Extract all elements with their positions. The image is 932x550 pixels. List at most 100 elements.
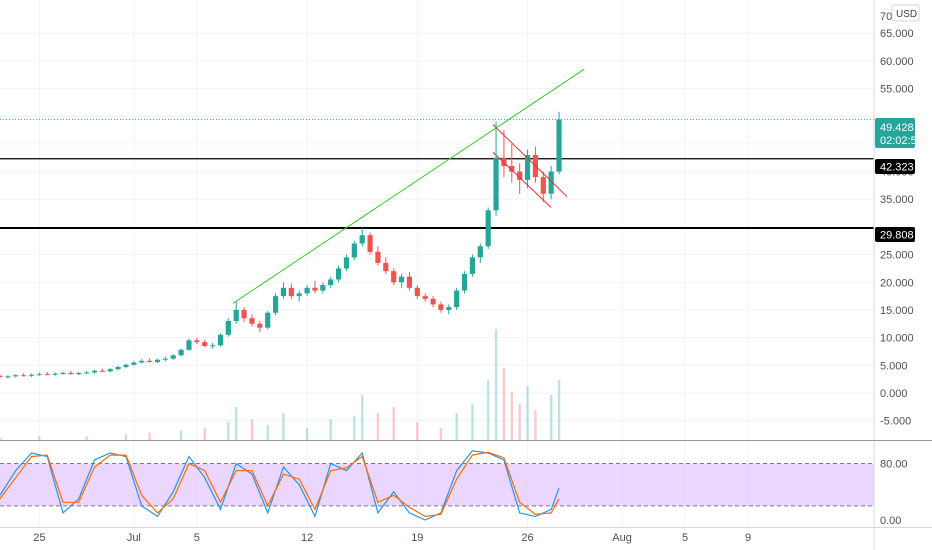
drawings[interactable] — [232, 68, 585, 304]
candle-body — [320, 285, 326, 291]
candle-body — [556, 119, 562, 172]
stochastic-tick-label: 80.00 — [880, 459, 908, 471]
volume-bar — [227, 422, 230, 440]
candle-body — [170, 355, 176, 359]
candle-body — [328, 279, 334, 286]
upper-level-tag — [875, 159, 915, 174]
candle-body — [351, 243, 357, 258]
candle-body — [241, 309, 247, 319]
candle-body — [178, 349, 184, 356]
candle-body — [123, 364, 129, 367]
time-tick-label: Aug — [612, 532, 632, 544]
candle-body — [265, 312, 271, 328]
candle-body — [99, 370, 105, 372]
volume-bar — [471, 404, 474, 440]
countdown-label: 02:02:53 — [880, 135, 923, 147]
candle-body — [335, 268, 342, 280]
horizontal-levels — [0, 118, 874, 229]
volume-bar — [329, 419, 332, 440]
price-tick-label: 55.000 — [880, 84, 914, 96]
candle-body — [209, 345, 216, 347]
volume-bar — [85, 436, 88, 440]
lower-level-label: 29.808 — [880, 230, 914, 242]
candle-body — [296, 293, 302, 297]
candle-body — [147, 360, 153, 362]
candle-body — [367, 235, 373, 252]
candle-body — [225, 321, 231, 335]
volume-bar — [494, 329, 498, 440]
price-tags: 49.428 02:02:53 42.323 29.808 — [875, 118, 923, 242]
time-tick-label: 5 — [194, 532, 200, 544]
candle-body — [186, 340, 192, 350]
stochastic-k-line — [0, 450, 560, 521]
candle-body — [524, 154, 531, 180]
volume-bar — [353, 416, 356, 440]
candle-body — [540, 177, 546, 194]
stochastic-band — [0, 463, 874, 506]
candle-body — [84, 372, 90, 374]
volume-bar — [534, 410, 537, 440]
candle-body — [517, 171, 523, 180]
volume-bar — [392, 407, 395, 440]
currency-badge-box[interactable] — [891, 4, 920, 22]
candle-body — [131, 362, 137, 365]
price-tick-label: 0.000 — [880, 388, 908, 400]
candle-body — [391, 271, 397, 283]
candle-body — [162, 358, 168, 360]
candle-body — [398, 276, 405, 283]
candle-body — [414, 287, 420, 297]
candle-body — [13, 375, 19, 377]
candle-body — [52, 373, 58, 375]
candle-body — [383, 262, 389, 272]
volume-bar — [376, 413, 380, 440]
candle-body — [548, 171, 554, 194]
candle-body — [249, 318, 255, 324]
volume-bar — [266, 425, 269, 440]
candle-body — [44, 374, 50, 376]
candle-body — [107, 369, 113, 372]
time-tick-label: 19 — [411, 532, 423, 544]
candle-body — [446, 307, 452, 310]
volume-bar — [282, 413, 285, 440]
stochastic-d-line — [0, 451, 560, 518]
volume-bar — [179, 430, 183, 440]
candle-body — [5, 376, 11, 378]
channel-upper-line — [492, 124, 568, 197]
volume-bar — [439, 428, 443, 440]
volume-bar — [235, 407, 238, 440]
time-tick-label: Jul — [127, 532, 141, 544]
candle-body — [422, 296, 428, 299]
stochastic-pane — [0, 450, 874, 521]
time-axis[interactable]: 25 Jul 5 12 19 26 Aug 5 9 — [33, 532, 751, 544]
candle-body — [60, 373, 66, 375]
candle-body — [194, 340, 200, 343]
last-price-tag — [875, 118, 915, 148]
time-tick-label: 9 — [745, 532, 751, 544]
candle-body — [430, 298, 436, 305]
candle-body — [375, 251, 381, 263]
candle-body — [202, 342, 208, 346]
volume-bar — [124, 434, 128, 440]
candle-body — [406, 276, 413, 288]
currency-badge[interactable]: USD — [891, 4, 920, 22]
candle-body — [485, 210, 491, 247]
grid — [0, 0, 874, 527]
candle-body — [501, 157, 507, 167]
candle-body — [461, 273, 468, 291]
candle-body — [304, 287, 310, 294]
candle-body — [217, 334, 224, 346]
volume-bar — [0, 437, 2, 440]
candle-body — [115, 366, 121, 370]
last-price-label: 49.428 — [880, 122, 914, 134]
candle-body — [343, 257, 350, 269]
price-tick-label: 35.000 — [880, 194, 914, 206]
volume-bar — [510, 392, 514, 440]
volume-bar — [557, 380, 561, 440]
volume-bar — [203, 428, 206, 440]
candle-body — [493, 157, 499, 211]
volume-bar — [250, 419, 254, 440]
volume-bar — [360, 395, 364, 440]
price-tick-label: 5.000 — [880, 360, 908, 372]
volume-bar — [526, 386, 529, 440]
